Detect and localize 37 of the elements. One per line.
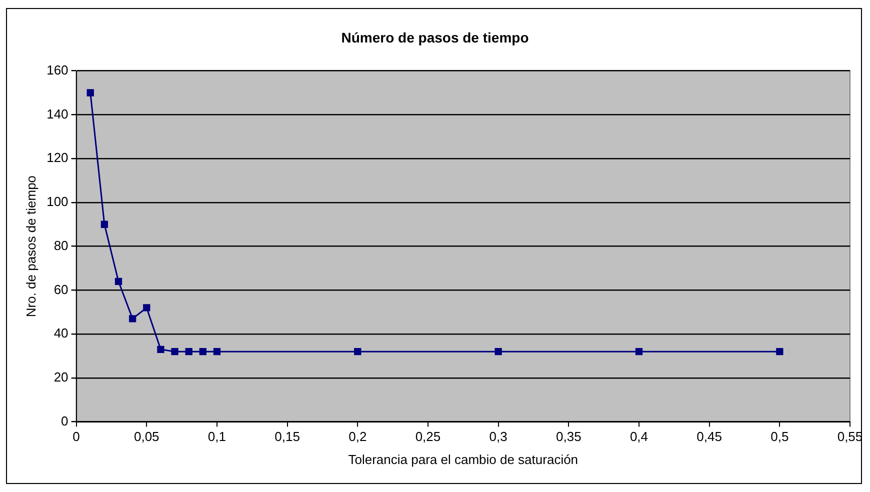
x-tick-label: 0,15 <box>274 429 300 444</box>
x-tick-label: 0,25 <box>415 429 441 444</box>
chart-title: Número de pasos de tiempo <box>341 29 529 46</box>
x-tick-label: 0 <box>72 429 80 444</box>
point <box>635 348 643 356</box>
x-tick-label: 0,3 <box>489 429 508 444</box>
point <box>114 278 122 285</box>
y-tick-label: 0 <box>61 413 68 428</box>
point <box>86 89 94 96</box>
point <box>213 348 221 356</box>
y-tick-label: 140 <box>46 106 68 122</box>
point <box>199 348 206 356</box>
point <box>143 304 150 312</box>
y-tick-label: 100 <box>46 194 68 210</box>
y-tick-label: 160 <box>46 62 68 78</box>
x-tick-label: 0,45 <box>696 429 722 444</box>
y-tick-label: 40 <box>54 326 68 341</box>
y-tick-label: 60 <box>54 282 68 297</box>
point <box>128 315 136 322</box>
x-tick-label: 0,1 <box>208 429 226 444</box>
point <box>494 348 502 356</box>
x-tick-label: 0,5 <box>770 429 789 444</box>
y-tick-label: 20 <box>54 370 68 385</box>
point <box>100 220 108 228</box>
x-tick-label: 0,4 <box>630 429 648 444</box>
point <box>185 348 192 356</box>
x-tick-label: 0,2 <box>348 429 367 444</box>
point <box>157 346 164 353</box>
x-tick-label: 0,05 <box>134 429 160 444</box>
point <box>171 348 178 356</box>
point <box>354 348 362 356</box>
y-tick-label: 80 <box>54 238 68 253</box>
x-axis-title: Tolerancia para el cambio de saturación <box>348 452 578 467</box>
y-axis-title: Nro. de pasos de tiempo <box>23 175 38 318</box>
x-tick-label: 0,35 <box>556 429 582 444</box>
y-tick-label: 120 <box>46 150 68 166</box>
point <box>776 348 784 356</box>
